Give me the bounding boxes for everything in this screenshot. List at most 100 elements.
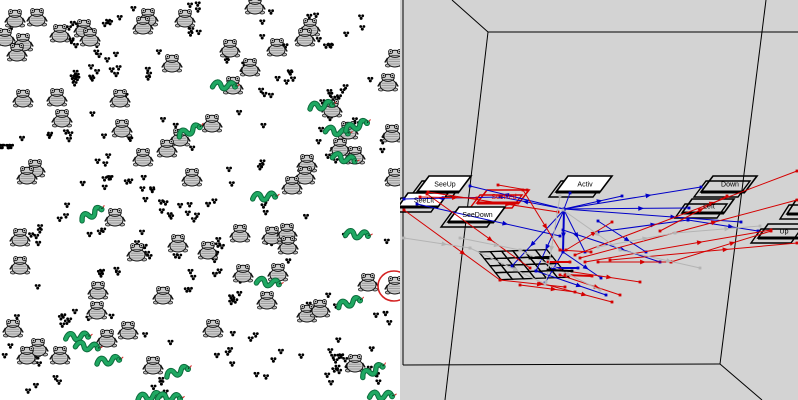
- plate-labels: SeeUp SeeLft SeeRed SeeDown Activ Down Left Up: [414, 182, 789, 236]
- fly-icon: [96, 229, 103, 235]
- fly-icon: [34, 284, 41, 290]
- fly-icon: [187, 268, 194, 275]
- fly-icon: [59, 322, 66, 328]
- snake-agent[interactable]: [157, 392, 184, 400]
- fly-icon: [290, 76, 296, 82]
- frog-agent[interactable]: [167, 233, 189, 253]
- fly-icon: [101, 133, 107, 139]
- frog-agent[interactable]: [384, 48, 400, 68]
- fly-icon: [189, 145, 196, 151]
- frog-agent[interactable]: [229, 223, 251, 243]
- frog-agent[interactable]: [201, 113, 223, 133]
- fly-icon: [94, 158, 101, 164]
- frog-agent[interactable]: [219, 38, 241, 58]
- frog-agent[interactable]: [384, 167, 400, 187]
- frog-agent[interactable]: [174, 8, 196, 28]
- neuron-group-partial[interactable]: [778, 199, 798, 220]
- connections: [402, 169, 798, 304]
- frog-agent[interactable]: [87, 280, 109, 300]
- fly-icon: [368, 346, 375, 352]
- frog-agent[interactable]: [9, 255, 31, 275]
- connection: [596, 259, 673, 265]
- snake-agent[interactable]: [338, 297, 365, 308]
- snake-agent[interactable]: [253, 192, 280, 202]
- fly-icon: [187, 2, 193, 8]
- fly-icon: [158, 208, 165, 214]
- frog-agent[interactable]: [117, 320, 139, 340]
- frog-agent[interactable]: [9, 227, 31, 247]
- snake-agent[interactable]: [80, 205, 107, 221]
- frog-agent[interactable]: [86, 300, 108, 320]
- frog-agent[interactable]: [239, 57, 261, 77]
- snake-agent[interactable]: [66, 332, 93, 342]
- fly-icon: [172, 122, 179, 129]
- plate-shadow: [778, 204, 798, 220]
- connection: [534, 269, 608, 297]
- connection: [596, 218, 690, 234]
- plate-label-seered: SeeRed: [491, 194, 516, 201]
- frog-agent[interactable]: [381, 123, 400, 143]
- fly-icon: [268, 9, 274, 15]
- snake-agent[interactable]: [370, 390, 397, 400]
- frog-agent[interactable]: [96, 328, 118, 348]
- frog-agent[interactable]: [126, 242, 148, 262]
- simulation-world-panel[interactable]: [0, 0, 400, 400]
- fly-layer: [0, 1, 393, 395]
- fly-icon: [146, 254, 153, 260]
- frog-agent[interactable]: [12, 88, 34, 108]
- fly-icon: [56, 379, 62, 385]
- connection: [544, 194, 562, 284]
- fly-icon: [315, 139, 322, 145]
- neuron-group-seedown[interactable]: [439, 206, 507, 228]
- frog-agent[interactable]: [26, 7, 48, 27]
- frog-agent[interactable]: [309, 298, 331, 318]
- frog-agent[interactable]: [51, 108, 73, 128]
- brain-canvas[interactable]: SeeUp SeeLft SeeRed SeeDown Activ Down Left Up: [400, 0, 798, 400]
- fly-icon: [176, 253, 183, 260]
- fly-icon: [32, 382, 39, 389]
- frog-agent[interactable]: [132, 147, 154, 167]
- frog-agent[interactable]: [161, 53, 183, 73]
- frog-agent[interactable]: [266, 37, 288, 57]
- fly-icon: [218, 243, 225, 250]
- frog-agent[interactable]: [232, 263, 254, 283]
- frog-agent[interactable]: [152, 285, 174, 305]
- frog-agent[interactable]: [202, 318, 224, 338]
- fly-icon: [263, 374, 269, 380]
- frog-agent[interactable]: [244, 0, 266, 15]
- snake-agent[interactable]: [75, 340, 102, 354]
- snake-agent[interactable]: [97, 357, 123, 364]
- neuron-group-left[interactable]: [673, 198, 736, 219]
- neuron-group-up[interactable]: [749, 223, 798, 244]
- frog-agent[interactable]: [384, 275, 400, 295]
- fly-icon: [274, 75, 281, 82]
- connection: [562, 207, 743, 224]
- frog-agent[interactable]: [357, 272, 379, 292]
- frog-agent[interactable]: [46, 87, 68, 107]
- fly-icon: [303, 213, 309, 220]
- fly-icon: [115, 65, 122, 71]
- neuron-group-activ[interactable]: [547, 175, 614, 198]
- frog-agent[interactable]: [181, 167, 203, 187]
- world-canvas[interactable]: [0, 0, 400, 400]
- fly-icon: [108, 67, 115, 73]
- brain-view-panel[interactable]: SeeUp SeeLft SeeRed SeeDown Activ Down Left Up: [400, 0, 798, 400]
- frog-agent[interactable]: [104, 207, 126, 227]
- snake-agent[interactable]: [166, 365, 193, 377]
- frog-agent[interactable]: [49, 345, 71, 365]
- snake-agent[interactable]: [178, 123, 205, 137]
- frog-agent[interactable]: [109, 88, 131, 108]
- connection: [468, 246, 547, 286]
- frog-agent[interactable]: [344, 353, 366, 373]
- fly-icon: [64, 202, 71, 208]
- frog-agent[interactable]: [256, 290, 278, 310]
- frog-agent[interactable]: [377, 72, 399, 92]
- frog-agent[interactable]: [142, 355, 164, 375]
- snake-agent[interactable]: [345, 119, 372, 131]
- fly-icon: [213, 352, 220, 359]
- frog-agent[interactable]: [111, 118, 133, 138]
- frog-agent[interactable]: [2, 318, 24, 338]
- frog-agent[interactable]: [4, 8, 26, 28]
- snake-agent[interactable]: [361, 362, 388, 377]
- snake-agent[interactable]: [345, 228, 372, 241]
